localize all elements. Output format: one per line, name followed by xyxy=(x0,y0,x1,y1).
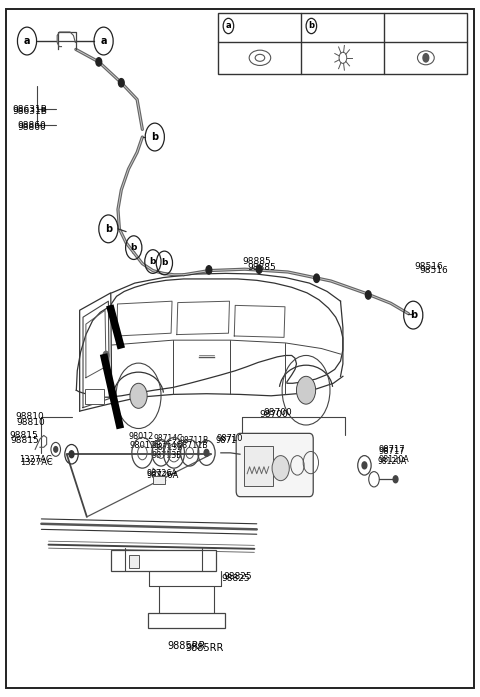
Circle shape xyxy=(272,456,289,481)
Circle shape xyxy=(54,447,58,452)
Text: 98710: 98710 xyxy=(216,434,242,443)
Text: 98815: 98815 xyxy=(9,431,38,440)
Bar xyxy=(129,555,140,567)
Circle shape xyxy=(256,265,262,273)
Bar xyxy=(218,13,468,74)
Circle shape xyxy=(103,351,109,360)
Text: 98516: 98516 xyxy=(420,266,448,275)
Bar xyxy=(148,613,225,628)
Text: 98714C: 98714C xyxy=(154,434,183,443)
Text: 98710: 98710 xyxy=(215,436,241,445)
Text: 98885: 98885 xyxy=(247,263,276,273)
Bar xyxy=(85,389,104,404)
Text: 98714C: 98714C xyxy=(152,441,182,450)
Text: 98726A: 98726A xyxy=(146,469,177,478)
Text: 98711B: 98711B xyxy=(178,441,208,450)
Text: a: a xyxy=(226,22,231,31)
Text: 98717: 98717 xyxy=(379,447,406,456)
Text: 98825: 98825 xyxy=(222,574,251,583)
Text: 98717: 98717 xyxy=(379,445,406,454)
Text: 98726A: 98726A xyxy=(147,470,179,480)
Text: 98700: 98700 xyxy=(259,410,288,419)
Text: 98120A: 98120A xyxy=(379,455,409,464)
Text: 98012: 98012 xyxy=(129,432,154,441)
Text: 1327AC: 1327AC xyxy=(20,458,53,467)
Text: 98713B: 98713B xyxy=(154,443,182,452)
Text: 67490: 67490 xyxy=(240,21,271,31)
Text: 98825: 98825 xyxy=(223,572,252,581)
Text: 9885RR: 9885RR xyxy=(167,641,205,651)
Text: 98700: 98700 xyxy=(263,408,292,417)
Text: 98120A: 98120A xyxy=(378,457,407,466)
Text: b: b xyxy=(308,22,314,31)
Text: 98860: 98860 xyxy=(17,123,46,132)
Circle shape xyxy=(69,451,74,458)
Text: 98713B: 98713B xyxy=(152,451,182,460)
Text: 98631B: 98631B xyxy=(12,107,48,116)
Text: 98810: 98810 xyxy=(16,418,45,427)
Text: 9885RR: 9885RR xyxy=(185,643,223,652)
Text: 98012: 98012 xyxy=(130,441,156,450)
Bar xyxy=(153,476,165,484)
Text: a: a xyxy=(100,36,107,46)
Text: 98815: 98815 xyxy=(10,436,39,445)
Text: 98711B: 98711B xyxy=(180,436,209,445)
Bar xyxy=(244,446,273,487)
Circle shape xyxy=(365,291,371,299)
Circle shape xyxy=(204,450,209,457)
Text: 98885: 98885 xyxy=(242,257,271,266)
Text: 98860: 98860 xyxy=(17,121,46,130)
Circle shape xyxy=(130,383,147,408)
Text: b: b xyxy=(151,132,158,142)
Text: b: b xyxy=(150,257,156,266)
Text: b: b xyxy=(131,243,137,252)
Text: b: b xyxy=(410,310,417,320)
Text: 98810: 98810 xyxy=(15,412,44,421)
Text: b: b xyxy=(105,224,112,234)
FancyBboxPatch shape xyxy=(236,434,313,497)
Circle shape xyxy=(96,58,102,66)
Circle shape xyxy=(393,476,398,483)
Circle shape xyxy=(314,274,320,282)
Circle shape xyxy=(119,79,124,87)
Circle shape xyxy=(206,266,212,274)
Circle shape xyxy=(297,376,316,404)
Text: 98631B: 98631B xyxy=(12,105,48,114)
Text: b: b xyxy=(161,259,168,268)
Circle shape xyxy=(423,54,429,62)
Text: 67505B: 67505B xyxy=(393,21,431,31)
Bar xyxy=(111,550,216,571)
Text: 1327AC: 1327AC xyxy=(19,455,52,464)
Circle shape xyxy=(362,462,367,469)
Text: 81199: 81199 xyxy=(323,21,354,31)
Text: 98516: 98516 xyxy=(415,262,444,271)
Text: a: a xyxy=(24,36,30,46)
